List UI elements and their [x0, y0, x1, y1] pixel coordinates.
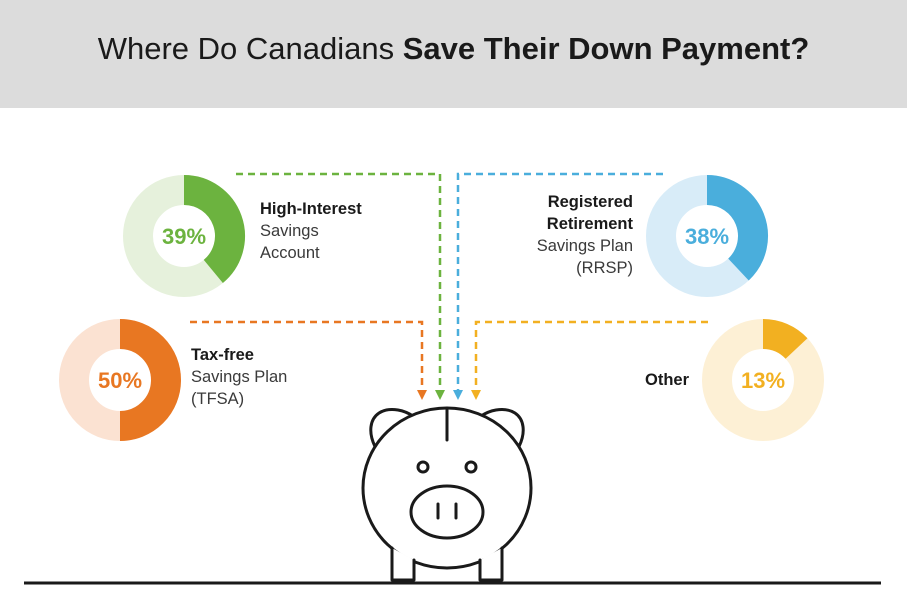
label-rrsp: Registered Retirement Savings Plan (RRSP…: [480, 191, 633, 279]
label-rrsp-bold-2: Retirement: [546, 215, 633, 233]
connector-rrsp: [456, 172, 663, 390]
donut-hisa: 39%: [123, 175, 245, 297]
connector-other: [474, 320, 708, 390]
donut-slice-other: [762, 319, 808, 360]
donut-tfsa: 50%: [59, 319, 181, 441]
arrowhead-other: [471, 390, 481, 400]
label-hisa: High-Interest Savings Account: [260, 198, 362, 264]
title-prefix: Where Do Canadians: [97, 31, 403, 66]
arrowhead-rrsp: [453, 390, 463, 400]
title-bold: Save Their Down Payment?: [402, 31, 810, 66]
label-rrsp-bold-1: Registered: [547, 193, 633, 211]
connector-tfsa: [190, 320, 424, 390]
label-rrsp-line3: Savings Plan: [536, 237, 633, 255]
donut-value-hisa: 39%: [162, 224, 206, 249]
header-banner: [0, 0, 907, 108]
donut-other: 13%: [702, 319, 824, 441]
donut-slice-rrsp: [706, 175, 768, 281]
arrowhead-tfsa: [417, 390, 427, 400]
donut-slice-tfsa: [119, 319, 181, 441]
label-tfsa-line2: Savings Plan: [191, 368, 288, 386]
arrowhead-hisa: [435, 390, 445, 400]
donut-value-other: 13%: [741, 368, 785, 393]
chart-title: Where Do Canadians Save Their Down Payme…: [0, 31, 907, 67]
donut-value-rrsp: 38%: [685, 224, 729, 249]
label-hisa-line3: Account: [260, 244, 320, 262]
connector-arrowheads: [417, 390, 481, 400]
donut-rrsp: 38%: [646, 175, 768, 297]
label-other-bold: Other: [644, 371, 689, 389]
label-hisa-bold: High-Interest: [260, 200, 362, 218]
connector-hisa: [236, 172, 442, 390]
label-other: Other: [600, 369, 689, 391]
label-rrsp-line4: (RRSP): [576, 259, 633, 277]
label-hisa-line2: Savings: [260, 222, 319, 240]
label-tfsa-bold: Tax-free: [191, 346, 254, 364]
donut-value-tfsa: 50%: [98, 368, 142, 393]
label-tfsa: Tax-free Savings Plan (TFSA): [191, 344, 287, 410]
donut-slice-hisa: [183, 175, 245, 283]
piggy-bank-icon: [361, 406, 533, 582]
label-tfsa-line3: (TFSA): [191, 390, 245, 408]
